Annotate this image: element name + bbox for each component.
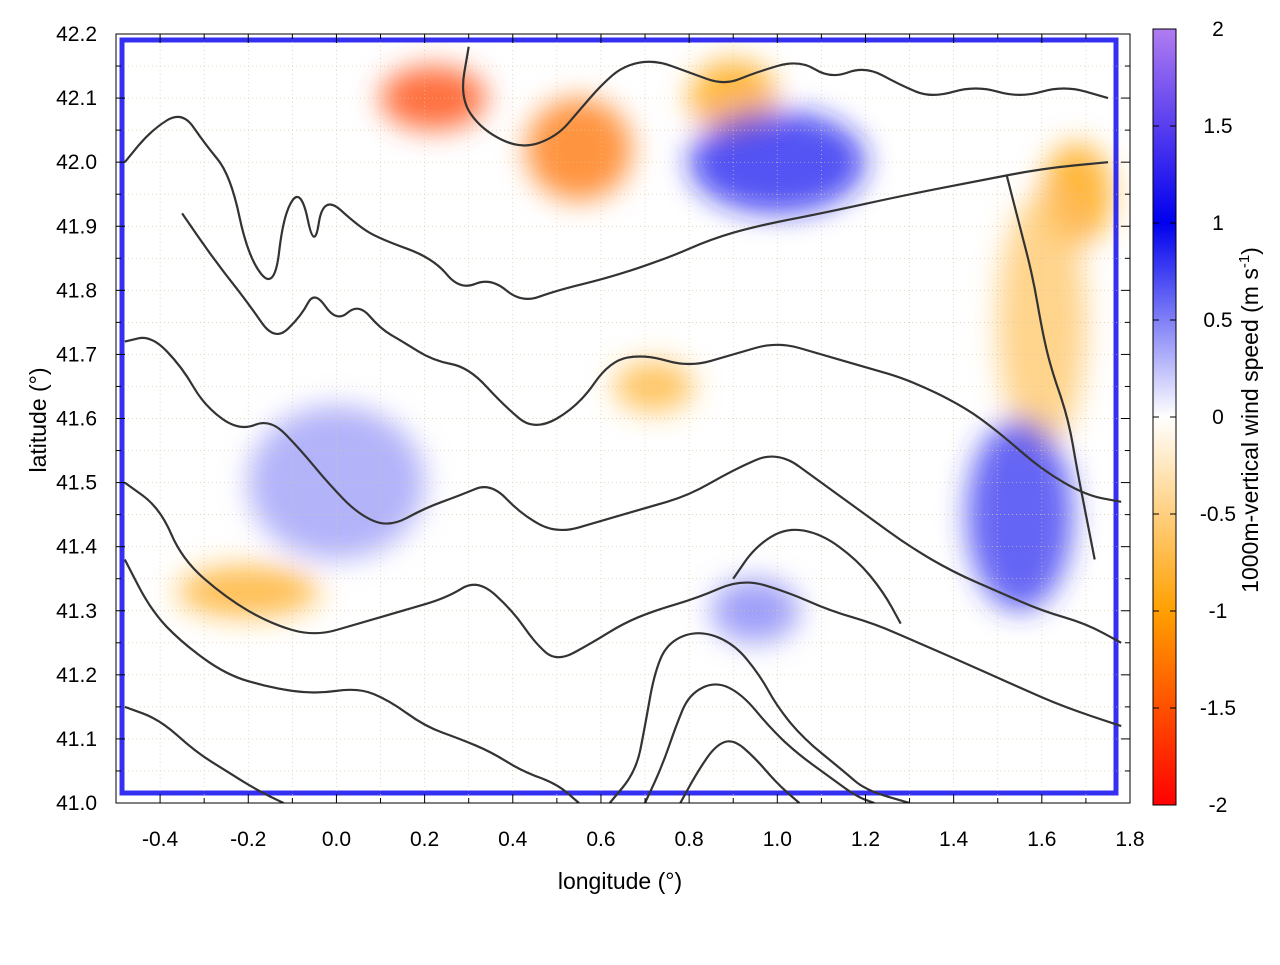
colorbar-tick-label: -2 [1209,794,1228,817]
y-tick-label: 41.1 [56,728,97,751]
wind-feature [526,98,632,201]
colorbar-tick-label: 1.5 [1203,115,1232,138]
wind-feature [966,418,1073,611]
x-tick-label: 0.8 [675,828,704,851]
y-tick-label: 41.4 [56,536,97,559]
wind-feature [380,66,487,131]
terrain-contours [123,46,1122,803]
colorbar-tick-label: -1.5 [1200,697,1236,720]
y-tick-label: 41.2 [56,664,97,687]
colorbar-label-sup: -1 [1236,255,1253,268]
x-tick-label: 0.0 [322,828,351,851]
axes: -0.4 -0.2 0.0 0.2 0.4 0.6 0.8 1.0 1.2 1.4 1.6 1.8 41… [56,23,1144,851]
colorbar-tick-label: 2 [1212,18,1224,41]
x-axis-label: longitude (°) [558,868,682,894]
contour-line [644,683,875,803]
y-tick-label: 41.9 [56,215,97,238]
x-tick-label: 1.0 [763,828,792,851]
x-tick-label: 1.4 [939,828,969,851]
colorbar-tick-label: -1 [1209,600,1228,623]
contour-line [608,632,910,803]
x-tick-label: 0.2 [410,828,439,851]
y-tick-label: 41.3 [56,600,97,623]
contour-line [1005,174,1096,560]
colorbar-tick-label: 1 [1212,212,1224,235]
contour-line [679,740,801,803]
y-tick-label: 41.5 [56,472,97,495]
y-tick-label: 41.7 [56,343,97,366]
x-tick-label: 1.6 [1027,828,1056,851]
contour-line [181,212,1122,503]
y-tick-label: 41.6 [56,408,97,431]
x-tick-label: -0.2 [230,828,266,851]
x-tick-label: 1.2 [851,828,880,851]
contour-line [461,46,1109,147]
colorbar: 2 1.5 1 0.5 0 -0.5 -1 -1.5 -2 [1152,18,1236,817]
x-tick-label: -0.4 [142,828,179,851]
x-tick-label: 1.8 [1115,828,1144,851]
wind-feature [614,360,694,413]
y-tick-label: 41.8 [56,279,97,302]
colorbar-tick-label: 0 [1212,406,1224,429]
y-tick-label: 42.0 [56,151,97,174]
y-tick-label: 42.2 [56,23,97,46]
y-tick-label: 41.0 [56,792,97,815]
colorbar-tick-label: -0.5 [1200,503,1236,526]
plot-area [115,33,1131,804]
x-tick-label: 0.6 [586,828,615,851]
y-axis-label: latitude (°) [25,367,51,472]
colorbar-label: 1000m-vertical wind speed (m s-1) [1236,247,1263,593]
contour-line [124,705,284,803]
contour-line [732,528,902,625]
colorbar-tick-label: 0.5 [1203,309,1232,332]
x-tick-label: 0.4 [498,828,528,851]
contour-line [123,558,580,803]
colorbar-label-main: 1000m-vertical wind speed (m s [1237,268,1263,593]
y-tick-label: 42.1 [56,87,97,110]
contour-line [124,481,1122,728]
contour-line [124,336,1122,644]
colorbar-label-end: ) [1237,247,1263,255]
contour-line [123,115,1109,300]
